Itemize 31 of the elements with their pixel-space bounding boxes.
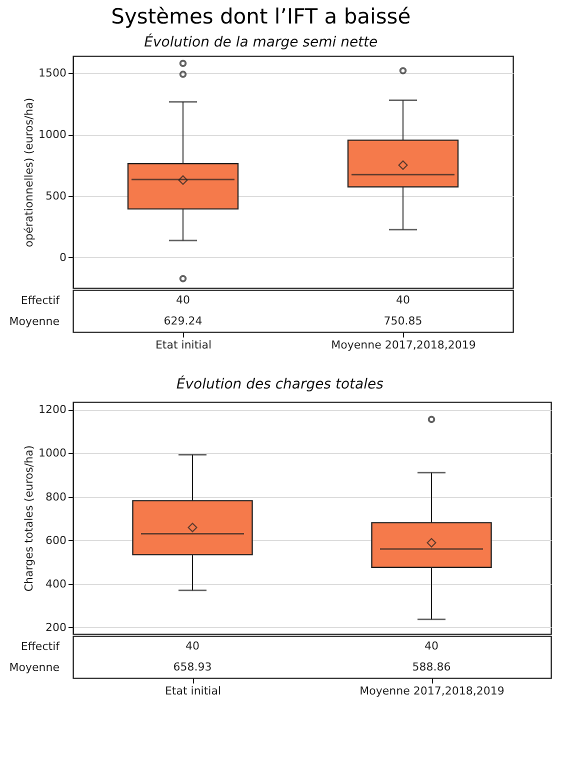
y-tick-label: 1200 bbox=[38, 403, 66, 416]
text: Effectif bbox=[20, 294, 61, 307]
text: Moyenne bbox=[9, 661, 60, 674]
text: Effectif bbox=[20, 640, 61, 653]
text: 40 bbox=[186, 640, 200, 652]
text: 588.86 bbox=[412, 660, 451, 674]
y-tick-label: 0 bbox=[60, 250, 66, 264]
y-axis-title: Charges totales (euros/ha) bbox=[22, 445, 36, 592]
text: 750.85 bbox=[384, 314, 422, 328]
text: 658.93 bbox=[173, 660, 212, 674]
text: 40 bbox=[424, 640, 438, 652]
y-tick-label: 1500 bbox=[38, 66, 66, 80]
y-tick-label: 200 bbox=[46, 620, 66, 634]
text: 629.24 bbox=[164, 314, 202, 328]
x-tick-label: Moyenne 2017,2018,2019 bbox=[360, 684, 504, 698]
y-tick-label: 1000 bbox=[38, 446, 66, 460]
y-tick-label: 800 bbox=[46, 490, 66, 504]
text: Moyenne bbox=[9, 315, 60, 328]
text: 40 bbox=[176, 294, 190, 306]
y-tick-label: 1000 bbox=[38, 128, 66, 142]
chart-title: Évolution des charges totales bbox=[176, 375, 384, 392]
chart-subtitle: Évolution de la marge semi nette bbox=[144, 33, 378, 50]
y-axis-title: opérationnelles) (euros/ha) bbox=[22, 98, 36, 248]
y-tick-label: 500 bbox=[46, 189, 66, 202]
x-tick-label: Moyenne 2017,2018,2019 bbox=[331, 338, 476, 352]
text: 40 bbox=[396, 294, 410, 306]
chart-title: Systèmes dont l’IFT a baissé bbox=[111, 4, 411, 28]
y-tick-label: 600 bbox=[46, 534, 66, 547]
y-tick-label: 400 bbox=[46, 577, 66, 590]
x-tick-label: Etat initial bbox=[164, 684, 222, 698]
x-tick-label: Etat initial bbox=[155, 338, 212, 352]
